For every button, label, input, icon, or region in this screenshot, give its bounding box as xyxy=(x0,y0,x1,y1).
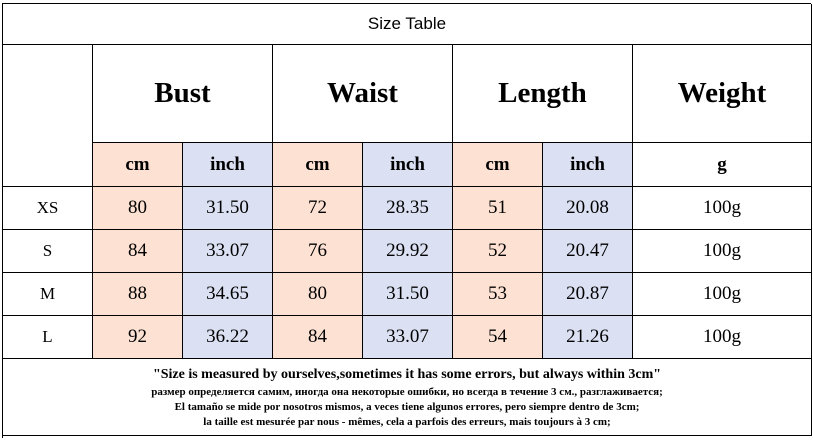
measurement: 52 xyxy=(453,230,543,273)
measurement: 100g xyxy=(633,316,812,359)
corner-cell xyxy=(3,45,93,187)
measurement: 84 xyxy=(93,230,183,273)
measurement: 53 xyxy=(453,273,543,316)
measurement: 76 xyxy=(273,230,363,273)
measurement: 20.08 xyxy=(543,187,633,230)
measurement: 84 xyxy=(273,316,363,359)
measurement: 100g xyxy=(633,230,812,273)
measurement: 72 xyxy=(273,187,363,230)
measurement: 31.50 xyxy=(183,187,273,230)
measurement: 100g xyxy=(633,187,812,230)
measurement: 33.07 xyxy=(363,316,453,359)
note-line: la taille est mesurée par nous - mêmes, … xyxy=(203,415,611,428)
size-label: M xyxy=(3,273,93,316)
measurement: 28.35 xyxy=(363,187,453,230)
size-table: Size Table Bust Waist Length Weight cm inch cm i… xyxy=(2,3,812,438)
unit-header: inch xyxy=(543,143,633,187)
measurement: 21.26 xyxy=(543,316,633,359)
measurement: 20.47 xyxy=(543,230,633,273)
measurement: 31.50 xyxy=(363,273,453,316)
measurement: 80 xyxy=(273,273,363,316)
unit-header: g xyxy=(633,143,812,187)
measurement: 33.07 xyxy=(183,230,273,273)
measurement: 80 xyxy=(93,187,183,230)
table-title: Size Table xyxy=(3,4,812,45)
notes: "Size is measured by ourselves,sometimes… xyxy=(3,359,812,436)
group-header: Length xyxy=(453,45,633,143)
note-line: El tamaño se mide por nosotros mismos, a… xyxy=(174,400,640,413)
note-line: размер определяется самим, иногда она не… xyxy=(151,385,663,398)
measurement: 29.92 xyxy=(363,230,453,273)
unit-header: cm xyxy=(93,143,183,187)
group-header: Waist xyxy=(273,45,453,143)
measurement: 51 xyxy=(453,187,543,230)
measurement: 34.65 xyxy=(183,273,273,316)
note-line: "Size is measured by ourselves,sometimes… xyxy=(152,366,662,382)
measurement: 20.87 xyxy=(543,273,633,316)
measurement: 100g xyxy=(633,273,812,316)
size-label: XS xyxy=(3,187,93,230)
unit-header: cm xyxy=(453,143,543,187)
group-header: Weight xyxy=(633,45,812,143)
measurement: 88 xyxy=(93,273,183,316)
size-label: L xyxy=(3,316,93,359)
measurement: 36.22 xyxy=(183,316,273,359)
group-header: Bust xyxy=(93,45,273,143)
unit-header: inch xyxy=(363,143,453,187)
measurement: 54 xyxy=(453,316,543,359)
unit-header: inch xyxy=(183,143,273,187)
unit-header: cm xyxy=(273,143,363,187)
size-label: S xyxy=(3,230,93,273)
measurement: 92 xyxy=(93,316,183,359)
